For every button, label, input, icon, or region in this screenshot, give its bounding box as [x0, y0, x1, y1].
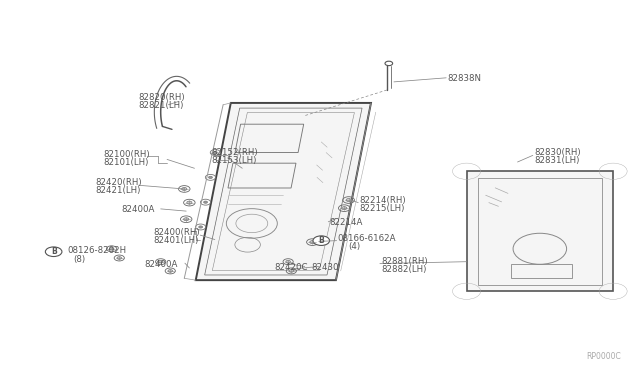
Circle shape — [209, 176, 212, 179]
Text: 82214A: 82214A — [330, 218, 363, 227]
Text: 08166-6162A: 08166-6162A — [338, 234, 396, 243]
Circle shape — [45, 247, 62, 257]
Circle shape — [286, 260, 291, 263]
Circle shape — [199, 226, 202, 228]
Text: 82100(RH): 82100(RH) — [103, 150, 150, 159]
Text: 82400(RH): 82400(RH) — [153, 228, 200, 237]
Circle shape — [182, 187, 187, 190]
Text: (8): (8) — [73, 254, 85, 264]
Circle shape — [187, 201, 192, 204]
Text: 82152(RH): 82152(RH) — [212, 148, 259, 157]
Circle shape — [168, 270, 173, 272]
Circle shape — [159, 260, 163, 263]
Text: 82101(LH): 82101(LH) — [103, 158, 148, 167]
Text: RP0000C: RP0000C — [586, 352, 621, 361]
Text: 82420C: 82420C — [274, 263, 308, 272]
Text: 82401(LH): 82401(LH) — [153, 236, 198, 245]
Text: B: B — [318, 236, 324, 245]
Polygon shape — [467, 171, 613, 291]
Text: (4): (4) — [349, 242, 361, 251]
Circle shape — [346, 199, 351, 202]
Text: B: B — [51, 247, 56, 256]
Circle shape — [214, 151, 217, 154]
Text: 82430: 82430 — [312, 263, 339, 272]
Text: 82153(LH): 82153(LH) — [212, 155, 257, 165]
Text: 82882(LH): 82882(LH) — [381, 265, 426, 274]
Text: 82831(LH): 82831(LH) — [534, 156, 579, 166]
Text: 82215(LH): 82215(LH) — [360, 203, 405, 213]
Circle shape — [117, 257, 122, 259]
Text: 08126-8202H: 08126-8202H — [67, 246, 126, 255]
Circle shape — [310, 241, 315, 244]
Circle shape — [313, 236, 330, 246]
Text: 82821(LH): 82821(LH) — [138, 101, 184, 110]
Text: 82838N: 82838N — [447, 74, 481, 83]
Text: 82214(RH): 82214(RH) — [360, 196, 406, 205]
Text: 82820(RH): 82820(RH) — [138, 93, 185, 102]
Text: 82420(RH): 82420(RH) — [96, 178, 142, 187]
Circle shape — [184, 218, 189, 221]
Circle shape — [204, 201, 207, 203]
Circle shape — [342, 207, 347, 210]
Text: 82421(LH): 82421(LH) — [96, 186, 141, 195]
Text: 82881(RH): 82881(RH) — [381, 257, 428, 266]
Text: 82400A: 82400A — [145, 260, 178, 269]
Text: 82830(RH): 82830(RH) — [534, 148, 580, 157]
Circle shape — [109, 247, 114, 250]
Polygon shape — [196, 103, 371, 280]
Text: 82400A: 82400A — [121, 205, 155, 215]
Circle shape — [289, 270, 294, 272]
